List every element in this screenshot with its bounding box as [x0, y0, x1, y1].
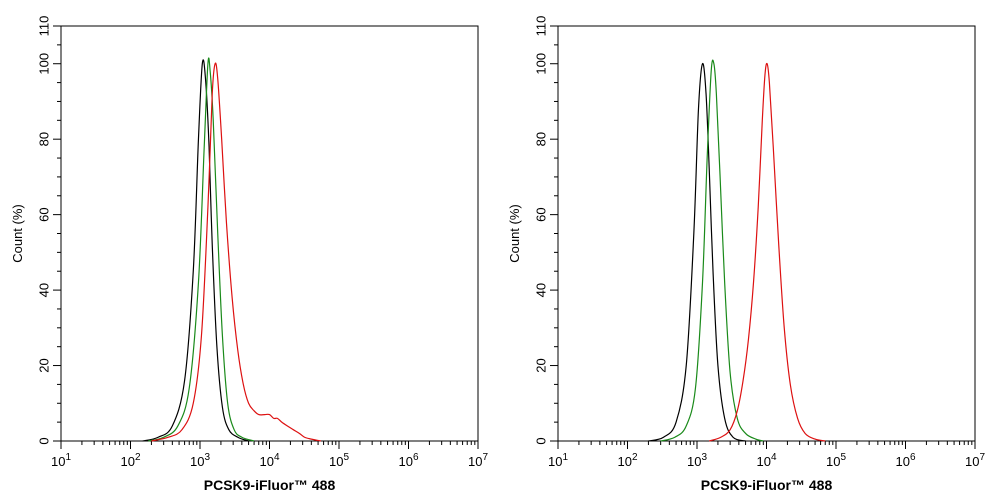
x-tick-base: 10 [687, 454, 701, 469]
x-tick-base: 10 [398, 454, 412, 469]
histogram-chart-right: 101 102 103 104 105 106 107020406080100110PCSK… [507, 16, 985, 493]
x-tick-label: 106 [398, 452, 418, 469]
y-tick-label: 60 [37, 207, 52, 221]
histogram-curve-2 [660, 59, 764, 442]
x-tick-base: 10 [826, 454, 840, 469]
x-tick-exponent: 5 [343, 452, 349, 463]
histogram-curve-1 [142, 59, 249, 442]
y-tick-label: 100 [37, 53, 52, 75]
x-tick-label: 104 [756, 452, 776, 469]
x-tick-exponent: 4 [771, 452, 777, 463]
x-tick-label: 106 [895, 452, 915, 469]
x-axis-label: PCSK9-iFluor™ 488 [204, 477, 336, 493]
x-tick-exponent: 6 [910, 452, 916, 463]
y-axis-label: Count (%) [507, 204, 522, 263]
x-tick-base: 10 [756, 454, 770, 469]
x-tick-base: 10 [548, 454, 562, 469]
x-tick-exponent: 2 [135, 452, 141, 463]
y-tick-label: 0 [534, 437, 549, 444]
y-tick-label: 80 [37, 132, 52, 146]
x-tick-exponent: 2 [632, 452, 638, 463]
x-tick-base: 10 [51, 454, 65, 469]
x-axis-label: PCSK9-iFluor™ 488 [701, 477, 833, 493]
x-tick-base: 10 [120, 454, 134, 469]
histogram-curve-1 [648, 62, 746, 442]
y-tick-label: 40 [534, 283, 549, 297]
x-tick-base: 10 [617, 454, 631, 469]
x-tick-label: 105 [329, 452, 349, 469]
y-tick-label: 20 [37, 358, 52, 372]
x-tick-exponent: 7 [482, 452, 488, 463]
x-tick-exponent: 1 [65, 452, 71, 463]
x-tick-label: 103 [687, 452, 707, 469]
x-tick-label: 104 [259, 452, 279, 469]
plot-frame [557, 25, 976, 442]
x-tick-exponent: 3 [204, 452, 210, 463]
histogram-curve-2 [148, 57, 255, 442]
y-tick-label: 110 [37, 16, 52, 37]
histogram-panel-right: 101 102 103 104 105 106 107 0 20 40 60 80 100 110 PCSK… [497, 0, 994, 501]
y-tick-label: 0 [37, 437, 52, 444]
y-axis-label: Count (%) [10, 204, 25, 263]
x-tick-label: 101 [548, 452, 568, 469]
y-tick-label: 60 [534, 207, 549, 221]
x-tick-label: 102 [617, 452, 637, 469]
y-tick-label: 80 [534, 132, 549, 146]
x-tick-base: 10 [259, 454, 273, 469]
x-tick-base: 10 [965, 454, 979, 469]
x-tick-base: 10 [190, 454, 204, 469]
y-tick-label: 20 [534, 358, 549, 372]
x-tick-exponent: 3 [701, 452, 707, 463]
x-tick-base: 10 [329, 454, 343, 469]
x-tick-exponent: 7 [979, 452, 985, 463]
histogram-panel-left: 101 102 103 104 105 106 107 0 20 40 60 80 100 110 PCSK… [10, 16, 488, 493]
x-tick-exponent: 6 [413, 452, 419, 463]
y-tick-label: 110 [534, 16, 549, 37]
y-tick-label: 40 [37, 283, 52, 297]
x-tick-label: 102 [120, 452, 140, 469]
x-tick-label: 107 [468, 452, 488, 469]
x-tick-exponent: 5 [840, 452, 846, 463]
histogram-curve-3 [151, 62, 322, 442]
x-tick-label: 105 [826, 452, 846, 469]
x-tick-label: 103 [190, 452, 210, 469]
x-tick-exponent: 4 [274, 452, 280, 463]
x-tick-label: 107 [965, 452, 985, 469]
x-tick-label: 101 [51, 452, 71, 469]
histogram-curve-3 [709, 62, 826, 442]
histogram-chart-left: 101 102 103 104 105 106 107020406080100110PCSK… [10, 16, 488, 493]
x-tick-base: 10 [895, 454, 909, 469]
x-tick-base: 10 [468, 454, 482, 469]
y-tick-label: 100 [534, 53, 549, 75]
x-tick-exponent: 1 [562, 452, 568, 463]
plot-frame [60, 25, 479, 442]
